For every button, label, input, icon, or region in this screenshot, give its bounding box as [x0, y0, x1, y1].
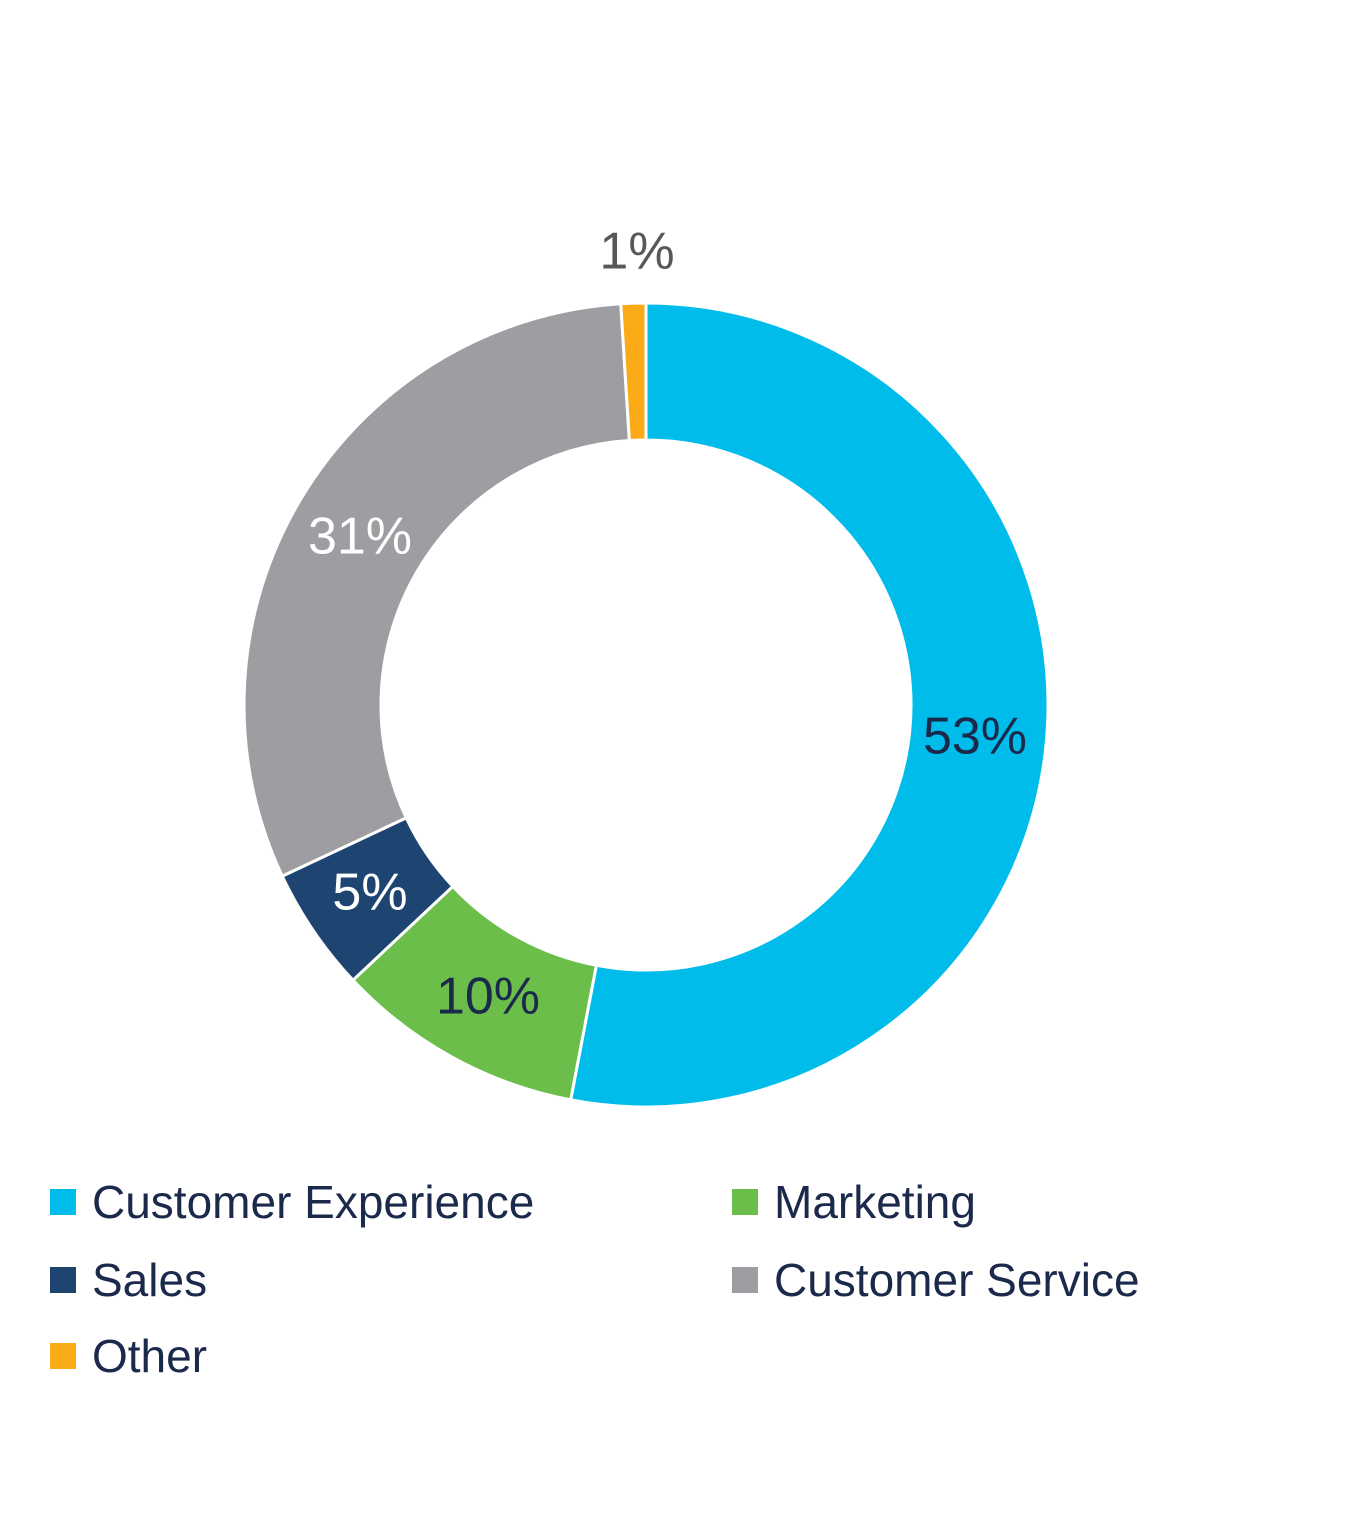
slice-label-customer-experience: 53%	[923, 708, 1027, 766]
slice-label-other: 1%	[599, 223, 674, 281]
slice-label-customer-service: 31%	[308, 508, 412, 566]
slice-label-marketing: 10%	[436, 968, 540, 1026]
slice-labels: 53% 10% 5% 31% 1%	[308, 223, 1027, 1026]
slice-customer-service	[242, 302, 631, 879]
slice-other	[619, 301, 648, 443]
donut-slices	[242, 301, 1050, 1109]
slice-customer-experience	[568, 301, 1050, 1109]
slice-label-sales: 5%	[332, 864, 407, 922]
